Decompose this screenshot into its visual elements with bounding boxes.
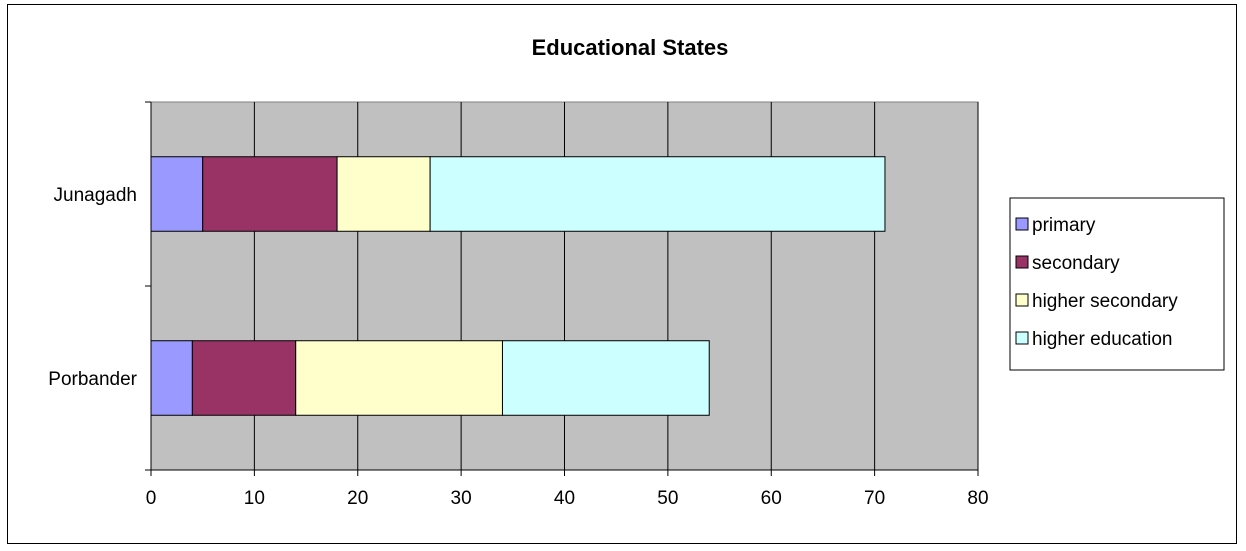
- legend-swatch: [1015, 217, 1029, 231]
- x-tick-label: 40: [554, 488, 575, 509]
- x-tick-label: 20: [347, 488, 368, 509]
- legend-label: primary: [1032, 215, 1096, 236]
- x-tick-label: 0: [146, 488, 157, 509]
- axes-group: 0 10 20 30 40 50 60 70 80 Junagadh Porbander: [48, 101, 989, 509]
- legend-label: higher secondary: [1032, 291, 1178, 312]
- x-tick-label: 50: [657, 488, 678, 509]
- legend-label: higher education: [1032, 329, 1173, 350]
- chart-title: Educational States: [532, 35, 729, 60]
- legend-box: [1009, 197, 1225, 371]
- bar-segment: [150, 340, 193, 416]
- bar-segment: [150, 156, 204, 232]
- legend-swatch: [1015, 331, 1029, 345]
- x-tick-label: 80: [967, 488, 988, 509]
- bar-segment: [191, 340, 297, 416]
- y-tick-label: Porbander: [48, 369, 137, 390]
- bars-group: [150, 156, 886, 416]
- x-tick-label: 30: [451, 488, 472, 509]
- legend-swatch: [1015, 255, 1029, 269]
- x-tick-label: 70: [864, 488, 885, 509]
- legend-label: secondary: [1032, 253, 1120, 274]
- y-tick-label: Junagadh: [54, 185, 137, 206]
- bar-segment: [336, 156, 431, 232]
- bar-segment: [429, 156, 886, 232]
- x-tick-label: 10: [244, 488, 265, 509]
- bar-segment: [202, 156, 338, 232]
- x-tick-label: 60: [761, 488, 782, 509]
- legend: primary secondary higher secondary higher e…: [1009, 197, 1225, 371]
- bar-segment: [501, 340, 710, 416]
- bar-segment: [295, 340, 503, 416]
- legend-swatch: [1015, 293, 1029, 307]
